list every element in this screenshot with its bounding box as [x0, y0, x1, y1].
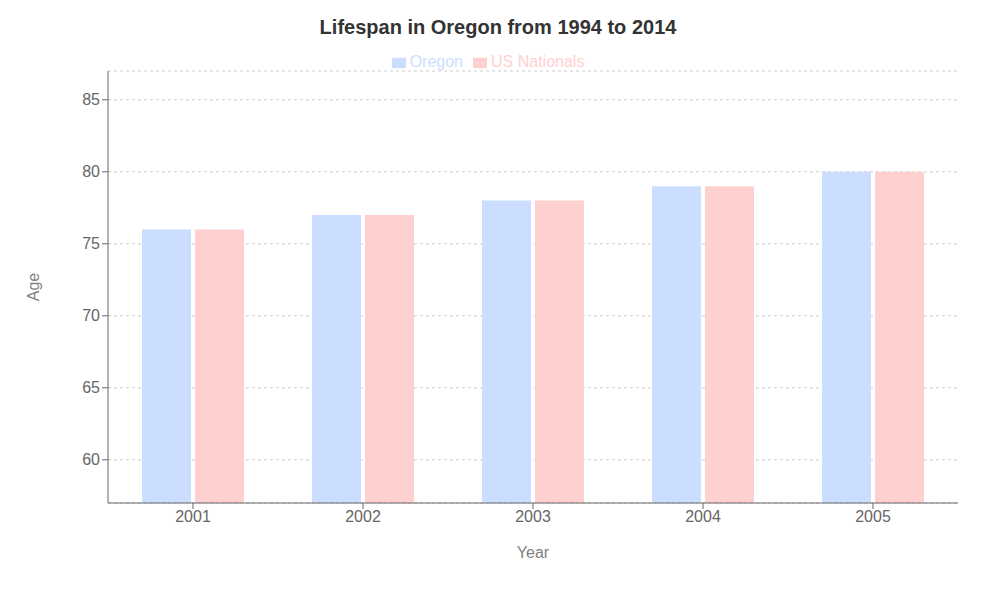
svg-text:2004: 2004 — [685, 508, 721, 525]
svg-text:2005: 2005 — [855, 508, 891, 525]
svg-text:85: 85 — [82, 91, 100, 108]
svg-text:2003: 2003 — [515, 508, 551, 525]
svg-text:Age: Age — [25, 273, 42, 302]
html-text:US Nationals: US Nationals — [491, 53, 585, 70]
svg-text:2002: 2002 — [345, 508, 381, 525]
svg-text:70: 70 — [82, 307, 100, 324]
svg-text:60: 60 — [82, 451, 100, 468]
svg-text:65: 65 — [82, 379, 100, 396]
svg-text:2001: 2001 — [175, 508, 211, 525]
html-text:Oregon: Oregon — [409, 53, 463, 70]
html-text:Lifespan in Oregon from 1994 t: Lifespan in Oregon from 1994 to 2014 — [319, 16, 677, 38]
svg-text:Year: Year — [517, 544, 550, 561]
svg-text:75: 75 — [82, 235, 100, 252]
svg-text:80: 80 — [82, 163, 100, 180]
